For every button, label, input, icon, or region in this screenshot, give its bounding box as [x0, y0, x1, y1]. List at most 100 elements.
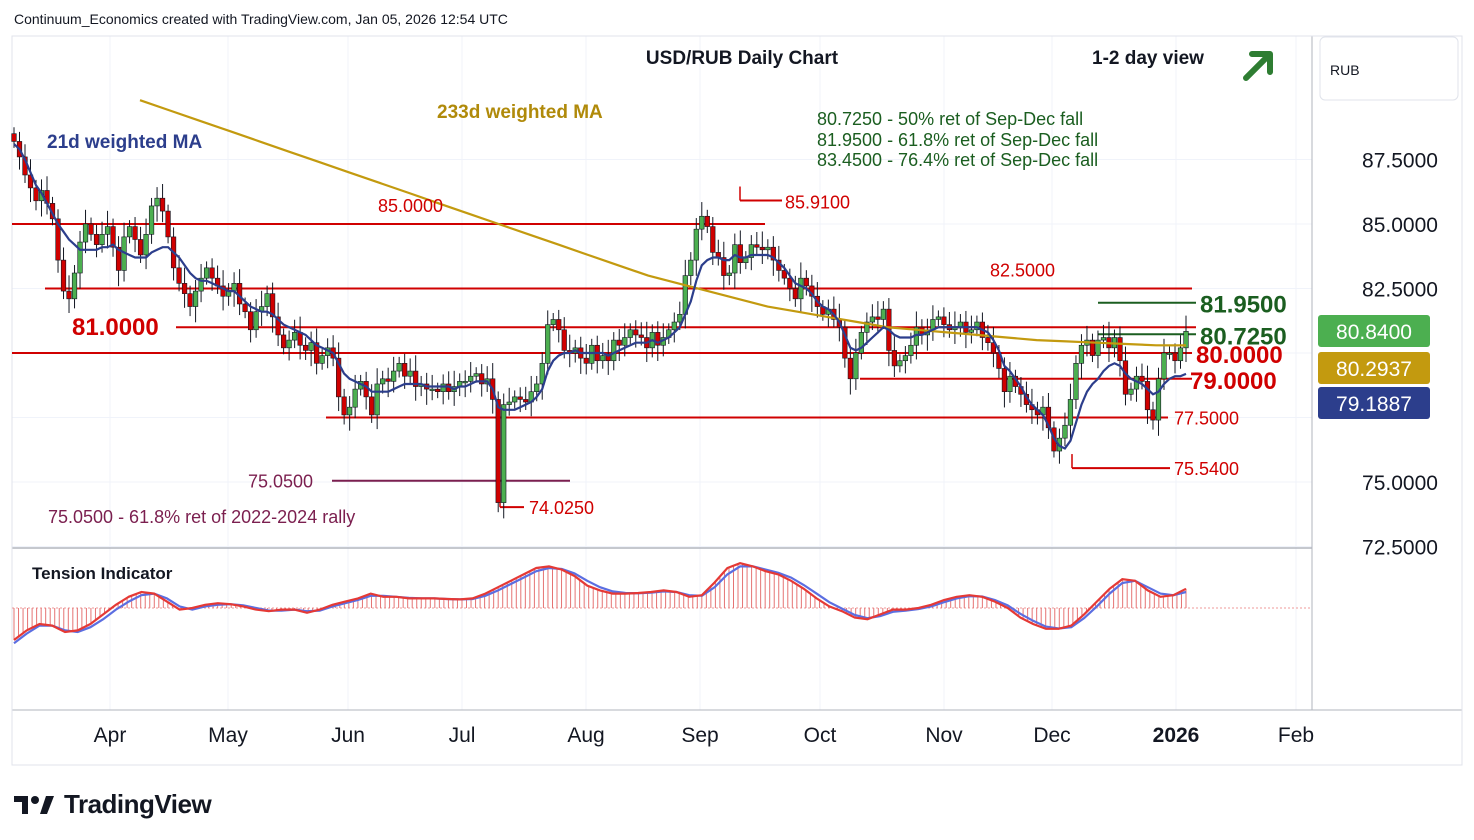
candle-up: [506, 401, 512, 405]
candle-up: [693, 228, 699, 261]
candle-down: [220, 285, 226, 297]
level-label: 81.9500: [1200, 292, 1287, 319]
fib-note-50: 80.7250 - 50% ret of Sep-Dec fall: [817, 109, 1083, 129]
candle-up: [264, 293, 270, 307]
candle-down: [242, 303, 248, 313]
candle-up: [968, 329, 975, 333]
candle-down: [792, 288, 798, 300]
candle-up: [126, 226, 133, 238]
fib-2022-note: 75.0500 - 61.8% ret of 2022-2024 rally: [48, 507, 355, 527]
candle-down: [655, 332, 661, 346]
price-badge-label: 80.2937: [1336, 358, 1412, 381]
level-label: 85.9100: [785, 193, 850, 213]
candle-up: [154, 197, 160, 207]
candle-up: [534, 383, 540, 392]
x-tick-label: Sep: [681, 724, 718, 747]
candle-up: [539, 363, 545, 385]
candle-up: [396, 363, 402, 372]
candle-up: [292, 332, 298, 341]
candle-down: [803, 277, 809, 287]
tension-slow-line: [13, 565, 1187, 645]
candle-up: [99, 234, 105, 245]
candle-up: [82, 223, 89, 243]
candle-up: [1166, 352, 1173, 355]
candle-down: [93, 234, 100, 245]
candle-up: [858, 332, 864, 354]
candle-down: [303, 344, 309, 351]
candle-down: [1001, 368, 1008, 393]
candle-up: [974, 321, 980, 331]
tradingview-logo-icon: [14, 795, 54, 814]
candle-up: [374, 383, 380, 416]
candle-up: [545, 324, 551, 364]
level-label: 75.5400: [1174, 459, 1239, 479]
price-badge: [1318, 352, 1430, 384]
candle-down: [187, 293, 193, 307]
candle-up: [192, 290, 199, 307]
candle-down: [385, 378, 391, 382]
x-tick-label: Jun: [331, 724, 365, 747]
candle-up: [622, 337, 628, 346]
candle-down: [336, 357, 342, 398]
candle-down: [60, 259, 67, 292]
level-label: 85.0000: [378, 196, 443, 216]
candle-down: [847, 357, 853, 380]
x-tick-label: Feb: [1278, 724, 1314, 747]
candle-down: [209, 267, 215, 279]
y-tick-label: 72.5000: [1362, 537, 1438, 560]
candle-down: [737, 244, 743, 263]
candle-down: [1089, 339, 1096, 356]
x-tick-label: Jul: [449, 724, 476, 747]
currency-box[interactable]: [1319, 36, 1459, 101]
candle-up: [908, 344, 914, 356]
candle-down: [1150, 409, 1156, 421]
candle-up: [1073, 363, 1079, 400]
candle-up: [198, 277, 204, 292]
chart-title: USD/RUB Daily Chart: [646, 48, 839, 69]
candle-down: [479, 373, 485, 385]
candle-down: [754, 244, 760, 248]
candle-up: [611, 339, 617, 362]
candle-up: [726, 272, 732, 276]
x-tick-label: Oct: [804, 724, 837, 747]
candle-up: [1177, 347, 1184, 362]
candle-up: [748, 244, 754, 258]
candle-down: [759, 246, 765, 251]
candle-down: [1172, 352, 1178, 362]
candle-down: [787, 277, 793, 289]
x-tick-label: Nov: [925, 724, 963, 747]
candle-up: [71, 272, 78, 300]
candle-up: [671, 321, 677, 331]
candle-down: [710, 226, 716, 253]
candle-down: [990, 342, 997, 354]
tension-fast-line: [13, 562, 1187, 641]
candle-down: [33, 187, 39, 202]
candle-up: [104, 226, 111, 235]
candle-down: [341, 396, 347, 416]
candle-down: [770, 246, 776, 261]
candle-up: [869, 316, 875, 323]
x-tick-label: May: [208, 724, 248, 747]
candle-down: [314, 342, 320, 364]
level-label: 75.0500: [248, 472, 313, 492]
candle-up: [1183, 331, 1189, 349]
ma233-label: 233d weighted MA: [437, 102, 603, 123]
tradingview-logo[interactable]: TradingView: [14, 789, 212, 820]
ma21-line: [13, 143, 1187, 450]
candle-down: [704, 215, 710, 227]
price-badge: [1318, 315, 1430, 347]
arrow-up-right-icon: [1243, 51, 1273, 81]
candlestick-series: [11, 127, 1189, 519]
candle-up: [902, 355, 908, 362]
candle-up: [798, 277, 804, 300]
candle-down: [1139, 375, 1145, 382]
candle-up: [1128, 388, 1134, 395]
fib-note-764: 83.4500 - 76.4% ret of Sep-Dec fall: [817, 150, 1098, 170]
candle-up: [391, 370, 397, 382]
candle-up: [1062, 424, 1068, 439]
price-badge: [1318, 387, 1430, 419]
price-badge-label: 80.8400: [1336, 321, 1412, 344]
y-axis-ticks: 87.5000 85.0000 82.5000 75.0000 72.5000: [1362, 150, 1438, 560]
candle-up: [380, 378, 386, 385]
